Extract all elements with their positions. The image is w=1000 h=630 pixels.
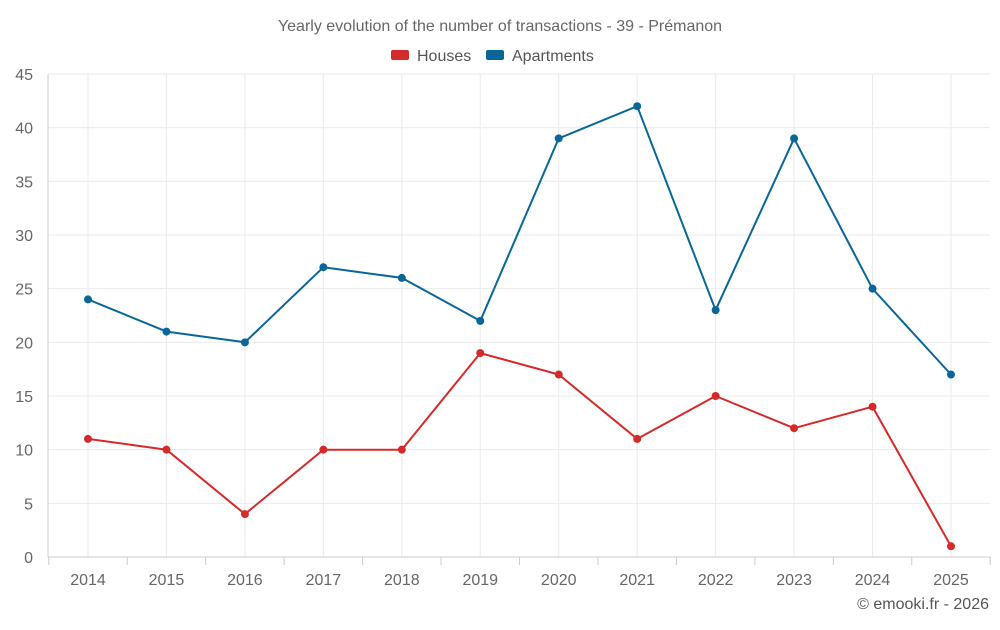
y-tick-label-35: 35 <box>15 174 33 191</box>
x-tick-label-2014: 2014 <box>70 572 106 589</box>
y-tick-label-45: 45 <box>15 67 33 84</box>
y-tick-label-5: 5 <box>24 496 33 513</box>
x-tick-label-2025: 2025 <box>933 572 969 589</box>
data-point-houses-2018 <box>397 445 406 454</box>
legend-label-apartments: Apartments <box>512 48 594 65</box>
legend-swatch-apartments <box>486 50 504 60</box>
y-tick-label-40: 40 <box>15 121 33 138</box>
x-tick-label-2016: 2016 <box>227 572 263 589</box>
data-point-houses-2022 <box>711 392 720 400</box>
data-point-houses-2025 <box>947 542 955 551</box>
data-point-houses-2014 <box>84 434 92 443</box>
data-point-apartments-2025 <box>947 370 955 379</box>
x-tick-label-2018: 2018 <box>384 572 420 589</box>
x-tick-label-2022: 2022 <box>698 572 734 589</box>
x-tick-label-2024: 2024 <box>855 572 891 589</box>
data-point-houses-2016 <box>240 510 249 519</box>
data-point-houses-2024 <box>868 402 877 411</box>
data-point-apartments-2016 <box>240 338 249 347</box>
y-tick-label-0: 0 <box>24 550 33 567</box>
y-tick-label-25: 25 <box>15 282 33 299</box>
series-line-apartments <box>87 105 952 376</box>
data-point-houses-2021 <box>633 434 642 443</box>
x-tick-label-2023: 2023 <box>776 572 812 589</box>
data-point-apartments-2014 <box>84 295 92 304</box>
series <box>84 102 955 551</box>
data-point-houses-2020 <box>554 370 563 379</box>
data-point-apartments-2024 <box>868 284 877 293</box>
legend: Houses Apartments <box>391 48 594 65</box>
y-tick-label-20: 20 <box>15 335 33 352</box>
data-point-apartments-2022 <box>711 306 720 315</box>
data-point-houses-2023 <box>790 424 799 433</box>
data-point-apartments-2017 <box>319 263 328 272</box>
data-point-apartments-2019 <box>476 316 485 325</box>
data-point-apartments-2020 <box>554 134 563 143</box>
data-point-houses-2019 <box>476 349 485 358</box>
y-tick-label-15: 15 <box>15 389 33 406</box>
y-tick-label-10: 10 <box>15 443 33 460</box>
data-point-apartments-2015 <box>162 327 171 336</box>
data-point-apartments-2021 <box>633 102 642 111</box>
y-tick-label-30: 30 <box>15 228 33 245</box>
legend-label-houses: Houses <box>417 48 471 65</box>
series-line-houses <box>87 352 952 547</box>
grid <box>48 73 990 557</box>
x-tick-label-2017: 2017 <box>306 572 342 589</box>
legend-swatch-houses <box>391 50 409 60</box>
x-tick-label-2015: 2015 <box>149 572 185 589</box>
x-tick-label-2021: 2021 <box>619 572 655 589</box>
chart-title: Yearly evolution of the number of transa… <box>278 18 722 35</box>
x-tick-label-2020: 2020 <box>541 572 577 589</box>
credit-text: © emooki.fr - 2026 <box>857 596 989 613</box>
data-point-houses-2015 <box>162 445 171 454</box>
data-point-apartments-2018 <box>397 273 406 282</box>
x-tick-label-2019: 2019 <box>462 572 498 589</box>
data-point-houses-2017 <box>319 445 328 454</box>
data-point-apartments-2023 <box>790 134 799 143</box>
